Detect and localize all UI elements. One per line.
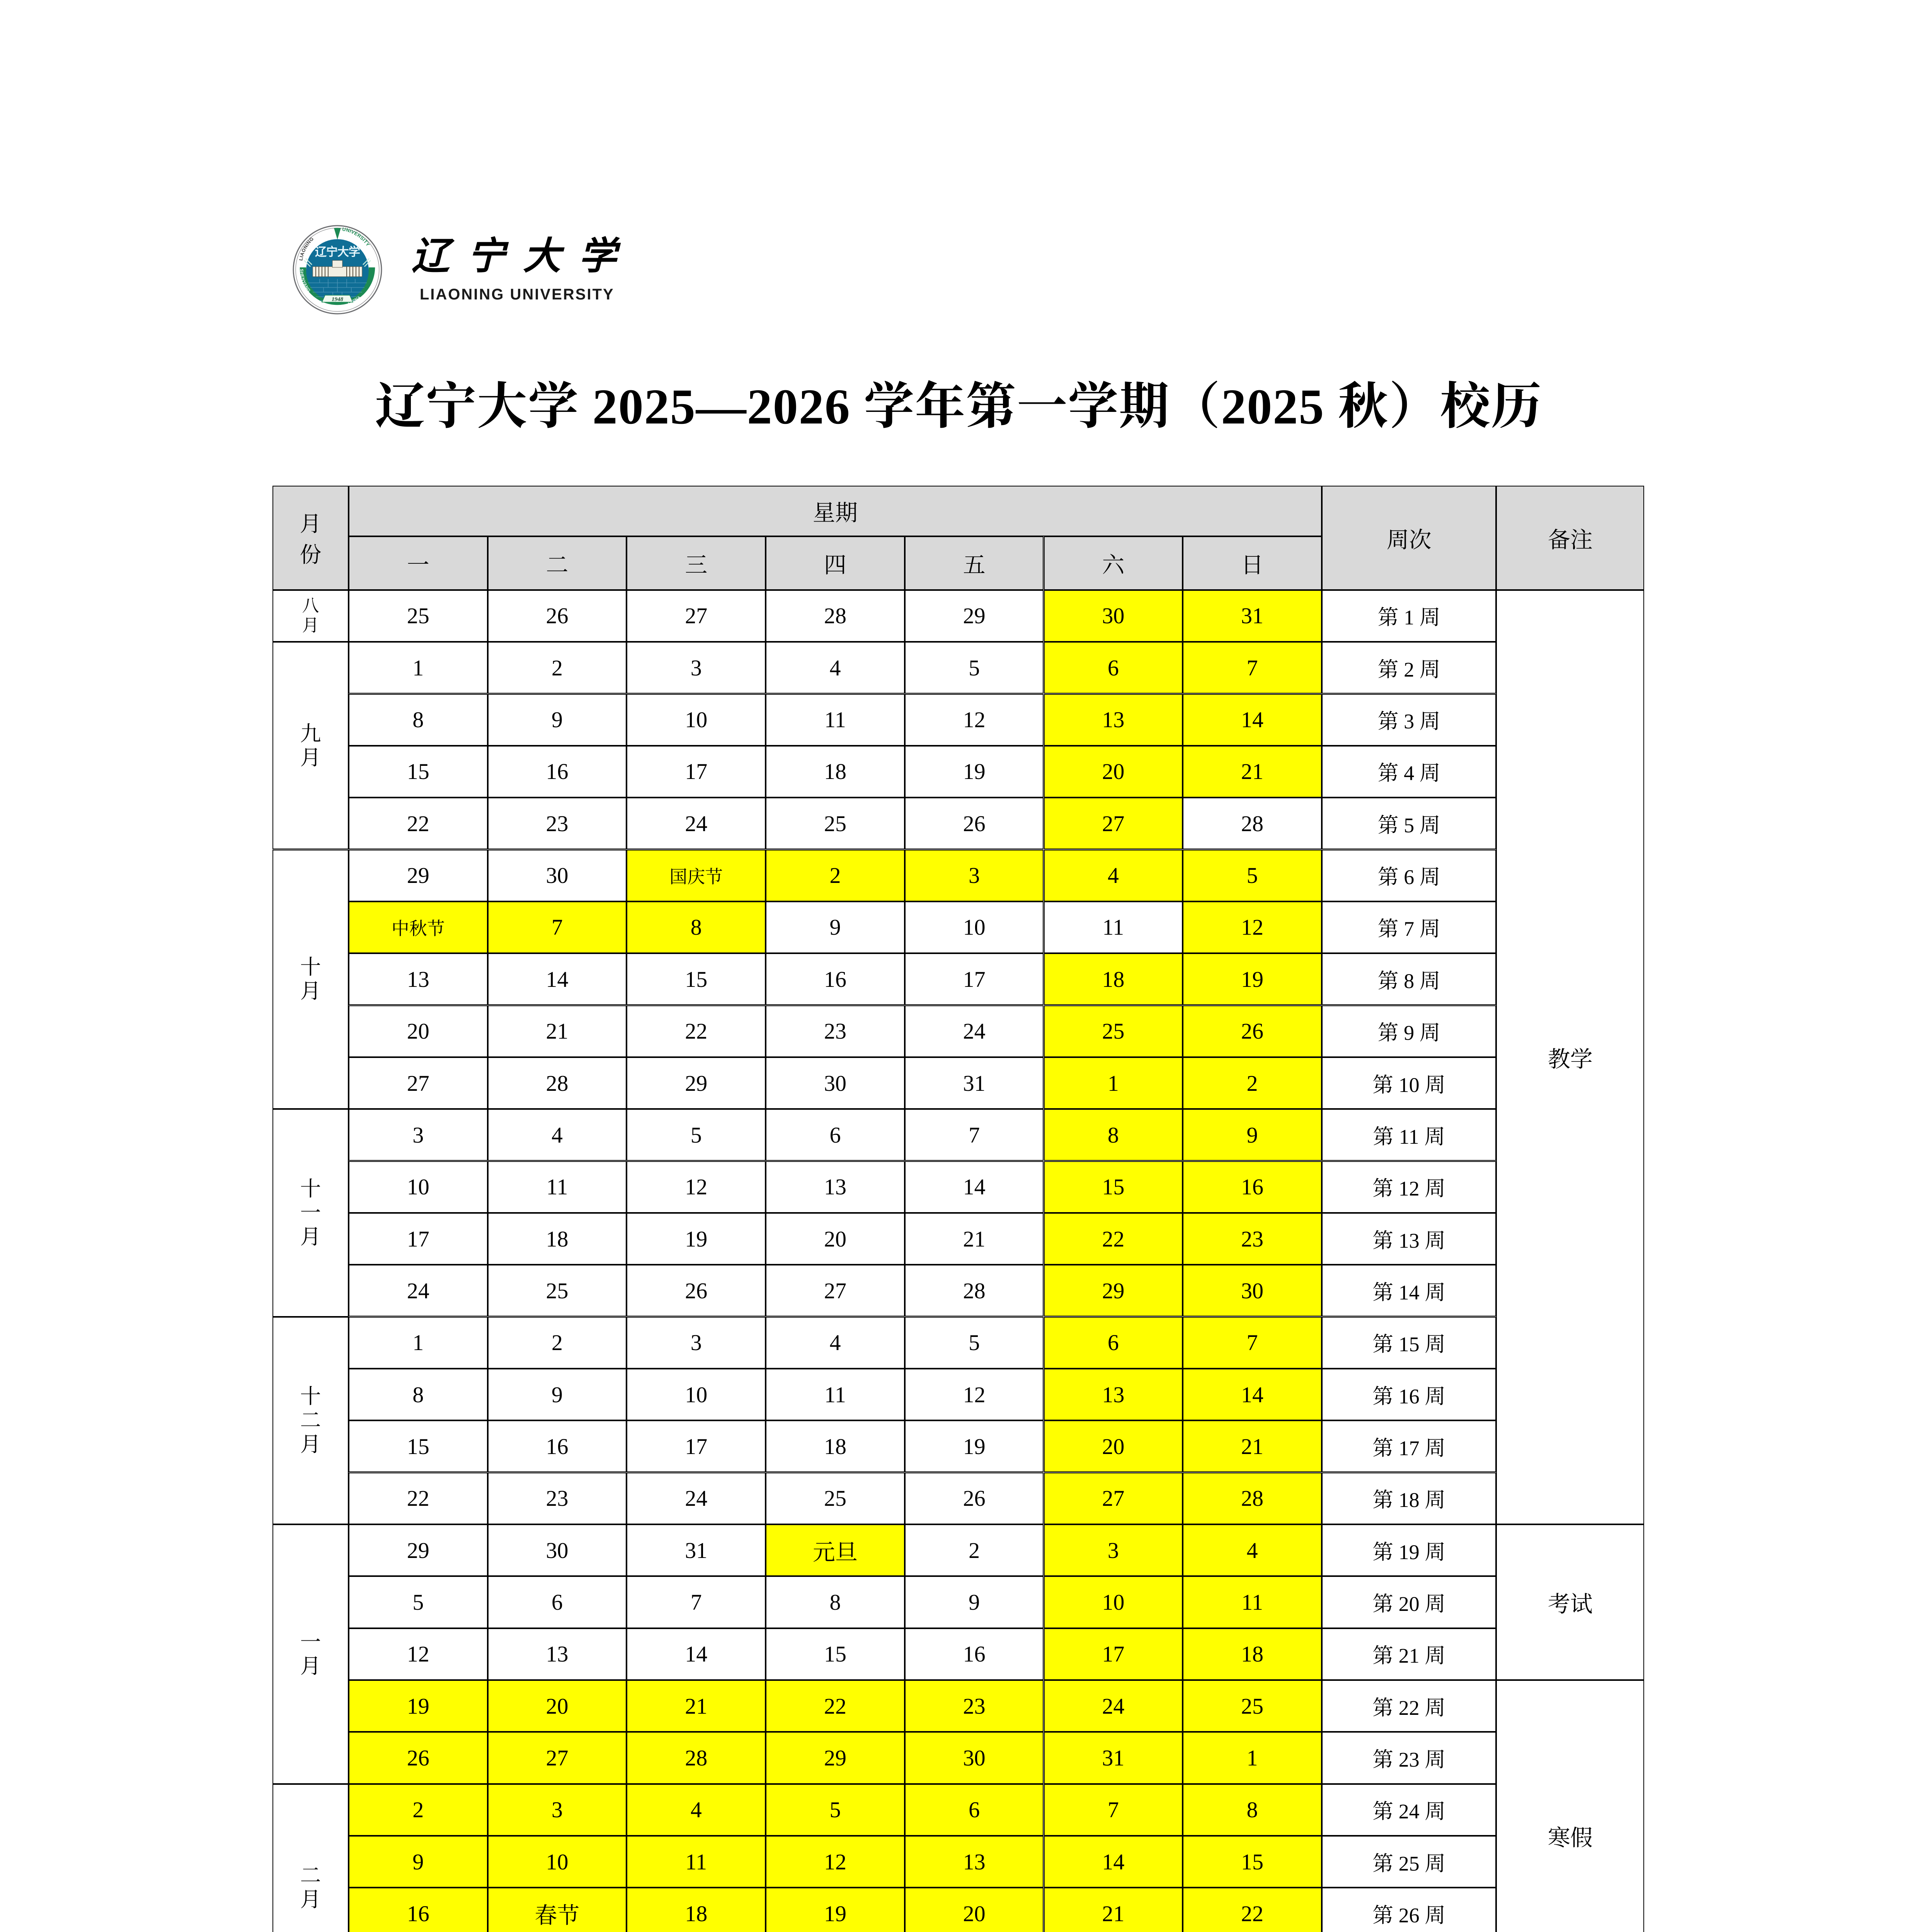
svg-text:1948: 1948 [332,296,344,303]
svg-text:辽宁大学: 辽宁大学 [315,245,360,259]
